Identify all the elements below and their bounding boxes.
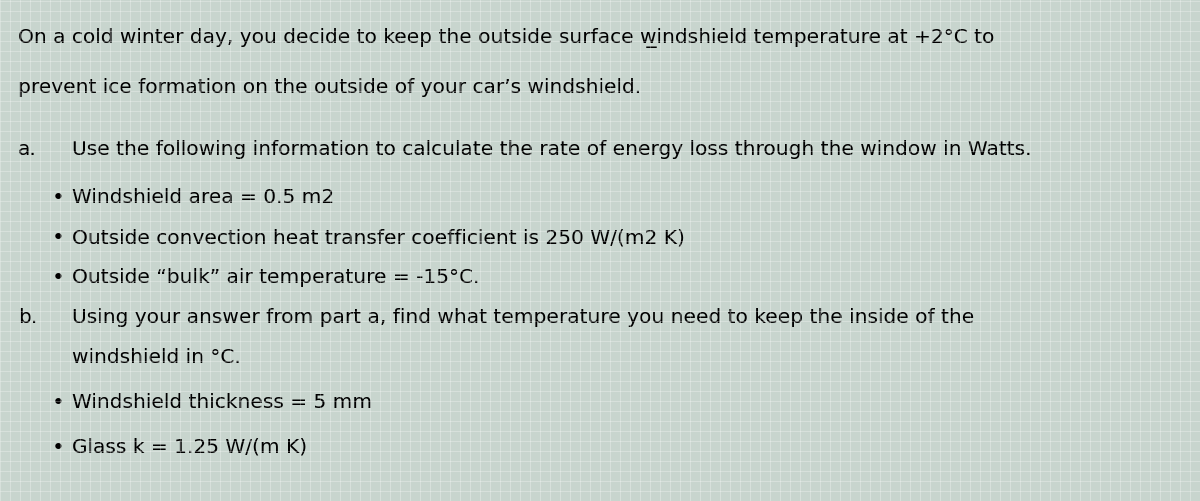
Text: •: • <box>52 227 65 247</box>
Text: On a cold winter day, you decide to keep the outside surface w̲indshield tempera: On a cold winter day, you decide to keep… <box>18 28 995 48</box>
Text: a.: a. <box>18 140 37 159</box>
Text: •: • <box>52 392 65 412</box>
Text: Windshield area = 0.5 m2: Windshield area = 0.5 m2 <box>72 188 335 206</box>
Text: prevent ice formation on the outside of your car’s windshield.: prevent ice formation on the outside of … <box>18 78 641 97</box>
Text: •: • <box>52 188 65 207</box>
Text: Outside “bulk” air temperature = -15°C.: Outside “bulk” air temperature = -15°C. <box>72 268 479 287</box>
Text: Windshield thickness = 5 mm: Windshield thickness = 5 mm <box>72 392 372 411</box>
Text: Outside convection heat transfer coefficient is 250 W/(m2 K): Outside convection heat transfer coeffic… <box>72 227 685 246</box>
Text: Use the following information to calculate the rate of energy loss through the w: Use the following information to calcula… <box>72 140 1032 159</box>
Text: Using your answer from part a, find what temperature you need to keep the inside: Using your answer from part a, find what… <box>72 308 974 326</box>
Text: windshield in °C.: windshield in °C. <box>72 347 241 366</box>
Text: •: • <box>52 437 65 457</box>
Text: b.: b. <box>18 308 37 326</box>
Text: •: • <box>52 268 65 288</box>
Text: Glass k = 1.25 W/(m K): Glass k = 1.25 W/(m K) <box>72 437 307 456</box>
